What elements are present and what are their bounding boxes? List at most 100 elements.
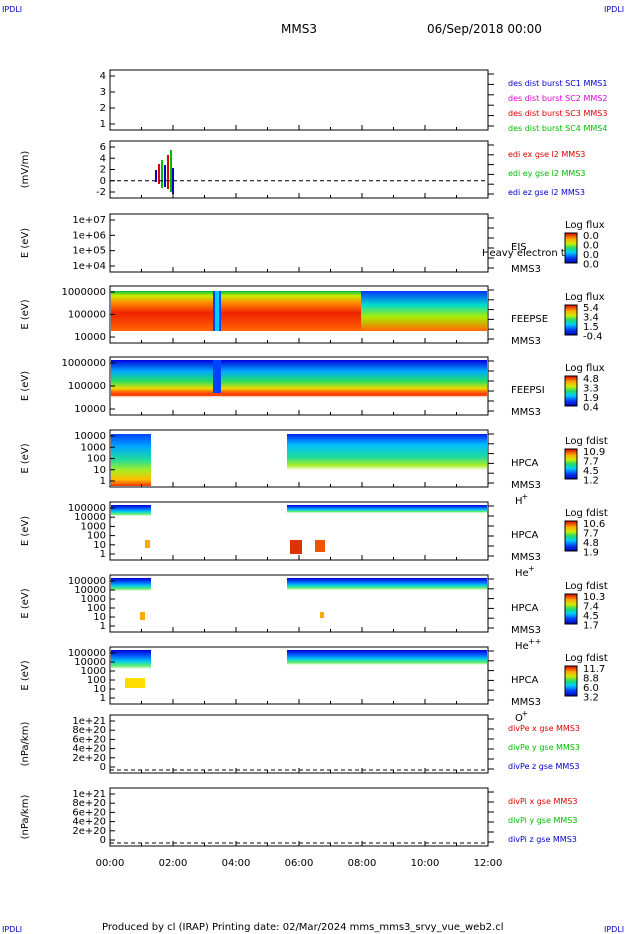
colorbar-tick: 1.9 (583, 548, 599, 559)
hpca-he-fill-late (287, 505, 487, 521)
y-tick-label: 100000 (68, 648, 106, 659)
species-label: H (515, 496, 523, 507)
species-charge: + (522, 709, 529, 718)
y-tick-label: 100000 (68, 576, 106, 587)
legend-entry: divPi z gse MMS3 (508, 835, 577, 844)
x-tick-label: 12:00 (474, 858, 503, 869)
y-tick-label: 2e+20 (72, 753, 106, 764)
panel-frame (109, 69, 489, 131)
burst-panel: 4 3 2 1 des dist burst SC1 MMS1 des dist burs… (100, 69, 607, 133)
species-charge: + (528, 564, 535, 573)
colorbar-tick: 5.4 (583, 303, 599, 314)
colorbar-tick: 1.7 (583, 621, 599, 632)
y-axis-label: E (eV) (20, 660, 31, 690)
y-tick-label: 3 (100, 87, 106, 98)
hpca-he-fill-early (111, 505, 151, 527)
y-tick-label: 8e+20 (72, 798, 106, 809)
y-tick-label: 1e+07 (72, 215, 106, 226)
colorbar-tick: 1.5 (583, 322, 599, 333)
legend-entry: divPi x gse MMS3 (508, 797, 577, 806)
overlay-label: Heavy electron to (482, 248, 571, 259)
y-tick-label: 100 (87, 531, 106, 542)
colorbar (564, 593, 578, 625)
panel-frame (109, 140, 489, 199)
colorbar-tick: -0.4 (583, 332, 603, 343)
legend-entry: edi ez gse l2 MMS3 (508, 188, 585, 197)
y-tick-label: 10 (93, 540, 106, 551)
colorbar (564, 665, 578, 697)
y-axis-label: E (eV) (20, 588, 31, 618)
colorbar-tick: 10.3 (583, 592, 605, 603)
y-tick-label: 4 (100, 71, 106, 82)
y-tick-label: 100000 (68, 310, 106, 321)
colorbar-title: Log fdist (565, 653, 608, 664)
y-tick-label: 100000 (68, 381, 106, 392)
legend-entry: edi ey gse l2 MMS3 (508, 169, 586, 178)
y-axis-label: (nPa/km) (20, 722, 31, 767)
colorbar-tick: 4.8 (583, 538, 599, 549)
feepsi-panel: 1000000 100000 10000 E (eV) FEEPSI MMS3 Log fl… (20, 356, 605, 418)
species-charge: + (522, 492, 529, 501)
spacecraft-label: MMS3 (511, 552, 541, 563)
y-tick-label: 1e+06 (72, 230, 106, 241)
y-tick-label: 2 (100, 103, 106, 114)
y-tick-label: 1e+21 (72, 789, 106, 800)
y-tick-label: 0 (100, 176, 106, 187)
legend-entry: edi ex gse l2 MMS3 (508, 150, 585, 159)
colorbar-tick: 1.2 (583, 476, 599, 487)
colorbar-tick: 1.9 (583, 393, 599, 404)
corner-label-top-left: IPDLI (2, 5, 22, 14)
y-tick-label: 10000 (74, 404, 106, 415)
y-tick-label: 1 (100, 476, 106, 487)
colorbar-tick: 3.4 (583, 313, 599, 324)
y-tick-label: 2e+20 (72, 826, 106, 837)
colorbar-tick: 11.7 (583, 664, 605, 675)
y-tick-label: 10000 (74, 431, 106, 442)
corner-label-bottom-right: IPDLI (604, 925, 624, 934)
y-tick-label: 6 (100, 142, 106, 153)
corner-label-bottom-left: IPDLI (2, 925, 22, 934)
x-tick-label: 00:00 (96, 858, 125, 869)
colorbar-tick: 7.7 (583, 529, 599, 540)
y-tick-label: 1000000 (61, 287, 106, 298)
y-tick-label: 6e+20 (72, 734, 106, 745)
spacecraft-label: MMS3 (511, 625, 541, 636)
species-label: He (515, 641, 529, 652)
legend-entry: des dist burst SC2 MMS2 (508, 94, 607, 103)
y-tick-label: -2 (96, 187, 106, 198)
corner-label-top-right: IPDLI (604, 5, 624, 14)
feepse-panel: 1000000 100000 10000 E (eV) FEEPSE MMS3 Log fl… (20, 285, 605, 347)
y-tick-label: 8e+20 (72, 725, 106, 736)
x-tick-label: 10:00 (411, 858, 440, 869)
panel-frame (109, 213, 489, 273)
colorbar-tick: 0.4 (583, 403, 599, 414)
feepse-fill-late (361, 291, 487, 331)
colorbar-tick: 8.8 (583, 674, 599, 685)
feepsi-fill (111, 360, 487, 398)
date-title: 06/Sep/2018 00:00 (427, 22, 542, 36)
spectrogram-fills (111, 150, 487, 688)
y-tick-label: 0 (100, 835, 106, 846)
y-axis-label: (nPa/km) (20, 795, 31, 840)
x-tick-label: 06:00 (285, 858, 314, 869)
panel-frame (109, 787, 489, 847)
y-tick-label: 10 (93, 684, 106, 695)
colorbar (564, 232, 578, 264)
colorbar (564, 520, 578, 552)
y-tick-label: 10000 (74, 585, 106, 596)
colorbar-tick: 7.4 (583, 602, 599, 613)
y-tick-label: 1000000 (61, 358, 106, 369)
hpca-h-fill-late (287, 434, 487, 486)
colorbar-tick: 4.5 (583, 611, 599, 622)
feepse-fill (111, 291, 361, 331)
y-axis-label: E (eV) (20, 516, 31, 546)
y-axis-label: E (eV) (20, 371, 31, 401)
y-tick-label: 1 (100, 693, 106, 704)
colorbar-tick: 0.0 (583, 241, 599, 252)
y-axis-label: E (eV) (20, 443, 31, 473)
colorbar-tick: 3.2 (583, 693, 599, 704)
instrument-label: HPCA (511, 675, 539, 686)
